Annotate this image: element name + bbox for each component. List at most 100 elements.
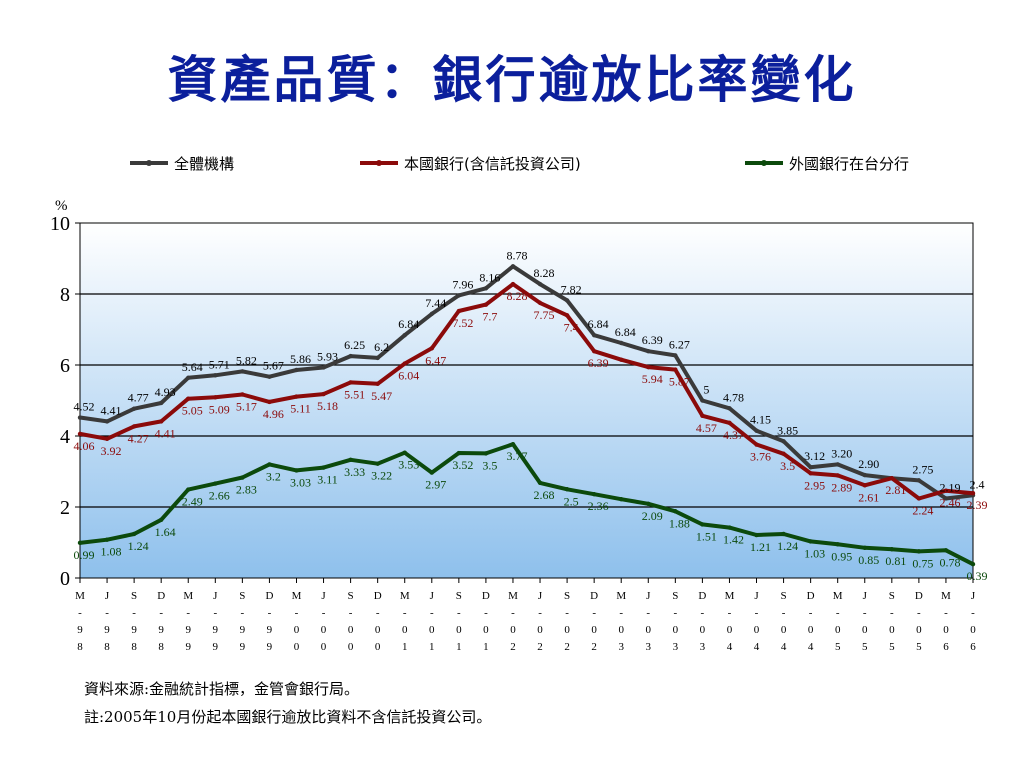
- y-unit-label: %: [55, 198, 68, 214]
- data-label-domestic-banks: 4.41: [155, 426, 176, 440]
- data-point-all-institutions: [402, 332, 407, 338]
- legend-label-domestic-banks: 本國銀行(含信託投資公司): [404, 155, 581, 173]
- data-point-all-institutions: [781, 439, 786, 444]
- data-point-all-institutions: [700, 398, 705, 403]
- x-tick-label: D -0 0: [374, 590, 382, 653]
- data-label-all-institutions: 6.84: [615, 325, 636, 339]
- data-label-domestic-banks: 6.39: [588, 356, 609, 370]
- data-point-domestic-banks: [970, 490, 976, 496]
- data-point-foreign-banks: [889, 547, 895, 552]
- data-point-all-institutions: [294, 367, 299, 373]
- data-label-foreign-banks: 3.03: [290, 475, 311, 489]
- data-label-domestic-banks: 7.7: [482, 310, 497, 324]
- data-point-domestic-banks: [456, 308, 462, 314]
- legend-label-all-institutions: 全體機構: [174, 155, 234, 173]
- data-label-foreign-banks: 2.97: [425, 478, 446, 492]
- data-point-all-institutions: [348, 353, 353, 359]
- data-point-foreign-banks: [646, 501, 651, 507]
- x-tick-label: S -0 2: [564, 590, 570, 653]
- x-tick-label: S -0 4: [781, 590, 787, 653]
- data-point-foreign-banks: [564, 487, 570, 492]
- data-label-all-institutions: 5.64: [182, 360, 203, 374]
- data-label-domestic-banks: 2.24: [912, 503, 933, 517]
- data-label-foreign-banks: 0.95: [831, 549, 852, 563]
- data-label-domestic-banks: 7.4: [564, 320, 579, 334]
- data-label-all-institutions: 8.16: [479, 270, 500, 284]
- data-point-foreign-banks: [510, 441, 516, 447]
- x-tick-label: M -0 0: [292, 590, 302, 653]
- data-label-foreign-banks: 1.08: [101, 545, 122, 559]
- x-tick-label: J -0 4: [754, 590, 760, 653]
- data-point-domestic-banks: [77, 431, 83, 437]
- data-label-domestic-banks: 6.47: [425, 353, 446, 367]
- data-label-domestic-banks: 5.05: [182, 404, 203, 418]
- data-point-all-institutions: [240, 369, 245, 374]
- series-group: [77, 264, 976, 567]
- data-point-all-institutions: [564, 298, 570, 303]
- data-point-domestic-banks: [835, 473, 840, 478]
- data-label-domestic-banks: 5.94: [642, 372, 663, 386]
- data-point-all-institutions: [483, 286, 489, 291]
- data-point-all-institutions: [537, 281, 543, 287]
- data-point-domestic-banks: [564, 313, 570, 318]
- data-label-domestic-banks: 5.87: [669, 375, 690, 389]
- data-point-foreign-banks: [943, 548, 949, 553]
- data-point-domestic-banks: [104, 436, 110, 442]
- data-label-foreign-banks: 2.83: [236, 483, 257, 497]
- data-point-domestic-banks: [889, 476, 895, 481]
- data-label-all-institutions: 2.19: [939, 480, 960, 494]
- data-label-domestic-banks: 2.39: [967, 498, 988, 512]
- data-point-all-institutions: [77, 415, 83, 420]
- x-tick-label: M -9 8: [75, 590, 85, 653]
- y-tick-label: 6: [60, 355, 70, 377]
- x-tick-label: M -0 5: [833, 590, 843, 653]
- series-line-all-institutions: [79, 264, 974, 501]
- data-label-foreign-banks: 1.42: [723, 533, 744, 547]
- data-point-all-institutions: [375, 355, 380, 361]
- data-point-all-institutions: [808, 465, 813, 470]
- data-point-foreign-banks: [727, 525, 732, 530]
- data-label-domestic-banks: 3.5: [780, 459, 795, 473]
- data-point-foreign-banks: [483, 451, 489, 456]
- data-label-all-institutions: 6.39: [642, 333, 663, 347]
- data-label-domestic-banks: 2.95: [804, 478, 825, 492]
- data-label-all-institutions: 8.78: [506, 248, 527, 262]
- data-point-foreign-banks: [240, 475, 245, 480]
- data-label-domestic-banks: 2.61: [858, 490, 879, 504]
- data-point-all-institutions: [131, 406, 137, 411]
- data-point-domestic-banks: [646, 364, 651, 370]
- data-label-all-institutions: 7.96: [452, 277, 473, 291]
- data-label-all-institutions: 4.52: [74, 400, 95, 414]
- x-tick-label: J -0 2: [537, 590, 543, 653]
- page-title: 資產品質：銀行逾放比率變化: [167, 50, 857, 109]
- data-point-foreign-banks: [862, 545, 867, 551]
- data-point-all-institutions: [591, 332, 597, 338]
- data-label-foreign-banks: 2.36: [588, 499, 609, 513]
- data-label-foreign-banks: 3.22: [371, 469, 392, 483]
- data-point-foreign-banks: [673, 509, 678, 514]
- data-point-foreign-banks: [321, 465, 326, 470]
- x-tick-label: M -0 1: [400, 590, 410, 653]
- data-label-domestic-banks: 2.89: [831, 480, 852, 494]
- y-tick-label: 0: [60, 568, 70, 590]
- data-label-all-institutions: 3.85: [777, 423, 798, 437]
- x-tick-label: M -0 3: [616, 590, 626, 653]
- data-label-all-institutions: 4.77: [128, 391, 149, 405]
- x-tick-label: J -9 8: [104, 590, 110, 653]
- data-label-foreign-banks: 0.75: [912, 556, 933, 570]
- x-tick-label: M -9 9: [183, 590, 193, 653]
- data-label-foreign-banks: 2.09: [642, 509, 663, 523]
- data-point-foreign-banks: [835, 542, 840, 547]
- y-tick-label: 10: [50, 213, 70, 235]
- data-label-foreign-banks: 2.5: [564, 494, 579, 508]
- data-label-all-institutions: 7.82: [561, 282, 582, 296]
- data-label-domestic-banks: 5.17: [236, 399, 257, 413]
- data-point-foreign-banks: [591, 492, 597, 497]
- x-tick-label: S -0 1: [456, 590, 462, 653]
- plot-area: [79, 222, 974, 579]
- data-label-foreign-banks: 3.77: [506, 449, 527, 463]
- data-point-all-institutions: [727, 406, 732, 411]
- data-point-foreign-banks: [402, 450, 407, 455]
- data-point-all-institutions: [456, 293, 462, 298]
- data-label-all-institutions: 3.20: [831, 446, 852, 460]
